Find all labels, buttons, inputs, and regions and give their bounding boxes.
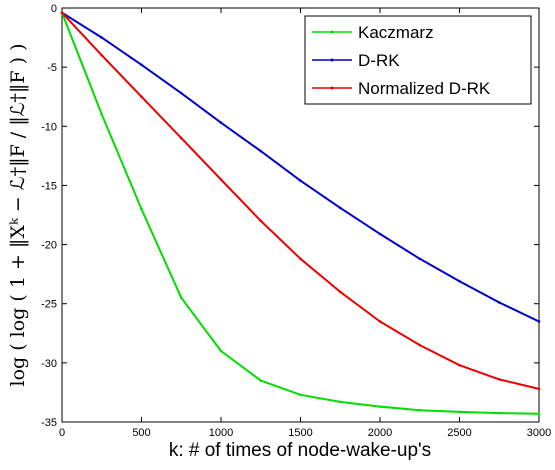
y-axis-label: log ( log ( 1 + ‖Xᵏ − ℒ†‖F / ‖ℒ†‖F ) ) (7, 43, 29, 386)
data-point-d-rk (338, 206, 342, 210)
x-tick-label: 2000 (368, 427, 392, 439)
data-point-kaczmarz (100, 113, 104, 116)
y-tick-label: -25 (41, 299, 57, 311)
data-point-d-rk (458, 279, 461, 283)
data-point-normalized-d-rk (537, 387, 541, 391)
data-point-normalized-d-rk (219, 178, 223, 181)
data-point-d-rk (537, 320, 541, 323)
data-point-d-rk (299, 179, 302, 182)
data-point-d-rk (140, 63, 143, 67)
x-tick-label: 500 (132, 427, 150, 439)
data-point-normalized-d-rk (418, 343, 422, 347)
data-point-d-rk (497, 301, 501, 304)
data-point-kaczmarz (497, 411, 501, 415)
data-point-kaczmarz (338, 400, 342, 404)
data-point-d-rk (100, 36, 104, 39)
legend-label-kaczmarz: Kaczmarz (358, 23, 434, 42)
legend-label-normalized-d-rk: Normalized D-RK (358, 79, 491, 98)
data-point-normalized-d-rk (179, 136, 183, 140)
data-point-kaczmarz (179, 296, 183, 300)
data-point-kaczmarz (378, 405, 382, 408)
data-point-kaczmarz (219, 349, 223, 353)
x-tick-label: 2500 (447, 427, 471, 439)
x-axis-label: k: # of times of node-wake-up's (169, 440, 431, 461)
y-tick-label: -5 (47, 62, 57, 74)
y-tick-label: 0 (51, 3, 57, 15)
y-tick-label: -30 (41, 358, 57, 370)
data-point-kaczmarz (458, 410, 461, 414)
data-point-d-rk (219, 121, 223, 125)
y-tick-label: -20 (41, 240, 57, 252)
legend-marker-normalized-d-rk (330, 86, 334, 90)
y-tick-label: -10 (41, 121, 57, 133)
data-point-kaczmarz (140, 207, 143, 211)
data-point-normalized-d-rk (338, 290, 342, 294)
data-point-d-rk (418, 257, 422, 261)
y-tick-label: -15 (41, 180, 57, 192)
data-point-kaczmarz (418, 408, 422, 412)
data-point-normalized-d-rk (299, 257, 302, 261)
series-lines (60, 11, 541, 416)
x-tick-label: 1000 (209, 427, 233, 439)
data-point-normalized-d-rk (60, 11, 64, 15)
data-point-kaczmarz (537, 412, 541, 416)
axis-ticks: 0 500 1000 1500 2000 2500 3000 0 -5 -10 -15 -20 -25 -… (41, 3, 551, 439)
y-tick-label: -35 (41, 417, 57, 429)
data-point-normalized-d-rk (497, 378, 501, 381)
x-tick-label: 1500 (288, 427, 312, 439)
data-point-normalized-d-rk (458, 363, 461, 367)
data-point-kaczmarz (299, 393, 302, 397)
legend-marker-d-rk (330, 58, 334, 62)
legend-label-d-rk: D-RK (358, 51, 400, 70)
data-point-d-rk (179, 91, 183, 95)
x-tick-label: 3000 (527, 427, 551, 439)
data-point-normalized-d-rk (378, 320, 382, 323)
data-point-d-rk (259, 149, 263, 153)
data-point-normalized-d-rk (140, 95, 143, 99)
legend: Kaczmarz D-RK Normalized D-RK (304, 15, 532, 105)
legend-marker-kaczmarz (330, 30, 334, 34)
data-point-d-rk (378, 232, 382, 236)
data-point-kaczmarz (259, 379, 263, 382)
x-tick-label: 0 (59, 427, 65, 439)
legend-items: Kaczmarz D-RK Normalized D-RK (312, 23, 491, 98)
data-point-normalized-d-rk (259, 219, 263, 223)
data-point-normalized-d-rk (100, 54, 104, 57)
